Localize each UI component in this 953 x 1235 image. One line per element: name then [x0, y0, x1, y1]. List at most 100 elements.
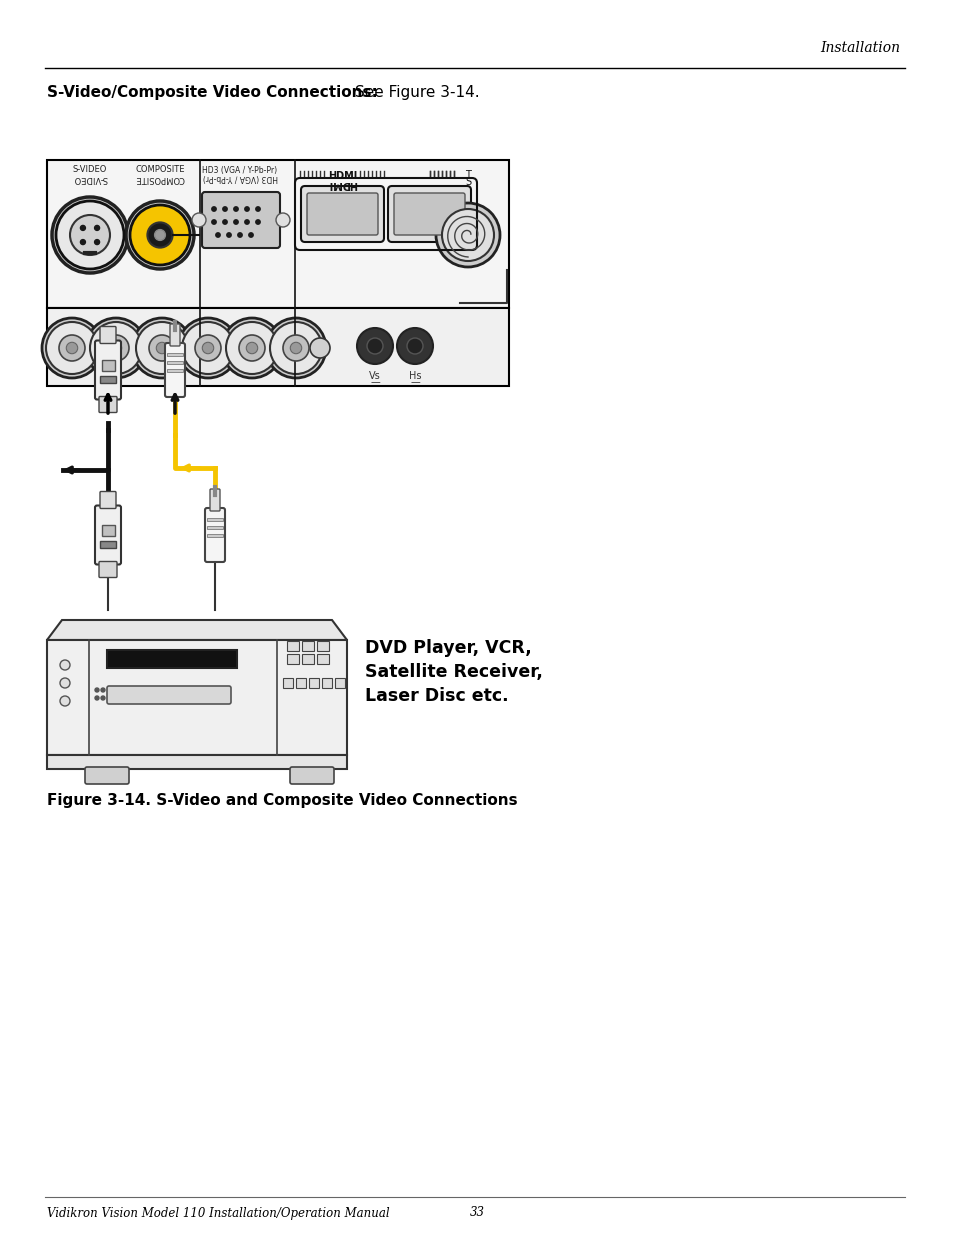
- Text: Vs: Vs: [369, 370, 380, 382]
- Text: 33: 33: [469, 1207, 484, 1219]
- Text: HD3 (VGA / Y-Pb-Pr): HD3 (VGA / Y-Pb-Pr): [202, 173, 277, 183]
- Circle shape: [60, 659, 70, 671]
- Bar: [167, 361, 183, 364]
- Bar: [207, 517, 223, 521]
- Bar: [316, 655, 329, 664]
- Circle shape: [132, 317, 192, 378]
- Circle shape: [70, 215, 110, 254]
- Text: COMPOSITE: COMPOSITE: [135, 165, 185, 174]
- FancyBboxPatch shape: [301, 186, 384, 242]
- Bar: [207, 534, 223, 537]
- Circle shape: [90, 322, 142, 374]
- FancyBboxPatch shape: [100, 492, 116, 509]
- Bar: [100, 541, 116, 547]
- Bar: [167, 353, 183, 356]
- FancyBboxPatch shape: [394, 193, 464, 235]
- Polygon shape: [47, 620, 347, 640]
- Circle shape: [194, 335, 221, 361]
- FancyBboxPatch shape: [202, 191, 280, 248]
- Bar: [302, 655, 314, 664]
- Text: See Figure 3-14.: See Figure 3-14.: [355, 85, 479, 100]
- Circle shape: [103, 335, 129, 361]
- Circle shape: [275, 212, 290, 227]
- Text: HDMI: HDMI: [328, 170, 357, 182]
- Circle shape: [52, 198, 128, 273]
- Text: Laser Disc etc.: Laser Disc etc.: [365, 687, 508, 705]
- Bar: [47, 161, 509, 308]
- Text: Vidikron Vision Model 110 Installation/Operation Manual: Vidikron Vision Model 110 Installation/O…: [47, 1207, 389, 1219]
- Circle shape: [441, 209, 494, 261]
- Circle shape: [290, 342, 301, 353]
- Circle shape: [212, 220, 216, 225]
- Circle shape: [136, 322, 188, 374]
- Circle shape: [86, 317, 146, 378]
- Text: —: —: [370, 377, 379, 387]
- Bar: [207, 526, 223, 529]
- Circle shape: [223, 206, 227, 211]
- Circle shape: [367, 338, 382, 354]
- Circle shape: [202, 342, 213, 353]
- Text: HDMI: HDMI: [328, 179, 357, 189]
- Circle shape: [56, 201, 124, 269]
- Bar: [283, 678, 293, 688]
- Bar: [107, 650, 236, 668]
- FancyBboxPatch shape: [170, 324, 180, 346]
- FancyBboxPatch shape: [205, 508, 225, 562]
- Bar: [287, 641, 298, 651]
- Circle shape: [356, 329, 393, 364]
- Text: S-Video/Composite Video Connections:: S-Video/Composite Video Connections:: [47, 85, 377, 100]
- Circle shape: [249, 233, 253, 237]
- Bar: [47, 755, 347, 769]
- Bar: [100, 375, 116, 383]
- Circle shape: [95, 697, 99, 700]
- Circle shape: [310, 338, 330, 358]
- Circle shape: [436, 203, 499, 267]
- Bar: [47, 308, 509, 387]
- Circle shape: [245, 220, 249, 225]
- FancyBboxPatch shape: [95, 505, 121, 564]
- Circle shape: [66, 342, 77, 353]
- Circle shape: [46, 322, 98, 374]
- FancyBboxPatch shape: [107, 685, 231, 704]
- Circle shape: [222, 317, 282, 378]
- Circle shape: [270, 322, 322, 374]
- Circle shape: [246, 342, 257, 353]
- FancyBboxPatch shape: [210, 489, 220, 511]
- Circle shape: [255, 220, 260, 225]
- Circle shape: [283, 335, 309, 361]
- FancyBboxPatch shape: [388, 186, 471, 242]
- Text: Figure 3-14. S-Video and Composite Video Connections: Figure 3-14. S-Video and Composite Video…: [47, 793, 517, 808]
- Text: DVD Player, VCR,: DVD Player, VCR,: [365, 638, 531, 657]
- Circle shape: [178, 317, 237, 378]
- FancyBboxPatch shape: [85, 767, 129, 784]
- Circle shape: [101, 697, 105, 700]
- Circle shape: [42, 317, 102, 378]
- FancyBboxPatch shape: [99, 396, 117, 412]
- Circle shape: [233, 206, 238, 211]
- Circle shape: [148, 222, 172, 247]
- Circle shape: [407, 338, 422, 354]
- Circle shape: [227, 233, 231, 237]
- Text: T: T: [464, 170, 471, 180]
- FancyBboxPatch shape: [290, 767, 334, 784]
- Bar: [47, 640, 347, 755]
- FancyBboxPatch shape: [99, 562, 117, 578]
- Bar: [101, 359, 114, 370]
- Circle shape: [156, 342, 168, 353]
- Circle shape: [101, 688, 105, 692]
- Circle shape: [149, 335, 174, 361]
- FancyBboxPatch shape: [307, 193, 377, 235]
- Bar: [302, 641, 314, 651]
- Circle shape: [237, 233, 242, 237]
- Circle shape: [192, 212, 206, 227]
- Circle shape: [239, 335, 265, 361]
- Circle shape: [126, 201, 193, 269]
- Circle shape: [60, 678, 70, 688]
- FancyBboxPatch shape: [95, 341, 121, 399]
- Bar: [316, 641, 329, 651]
- Text: Installation: Installation: [820, 41, 899, 56]
- Circle shape: [266, 317, 326, 378]
- Text: Hs: Hs: [408, 370, 421, 382]
- Circle shape: [154, 230, 165, 241]
- FancyBboxPatch shape: [100, 326, 116, 343]
